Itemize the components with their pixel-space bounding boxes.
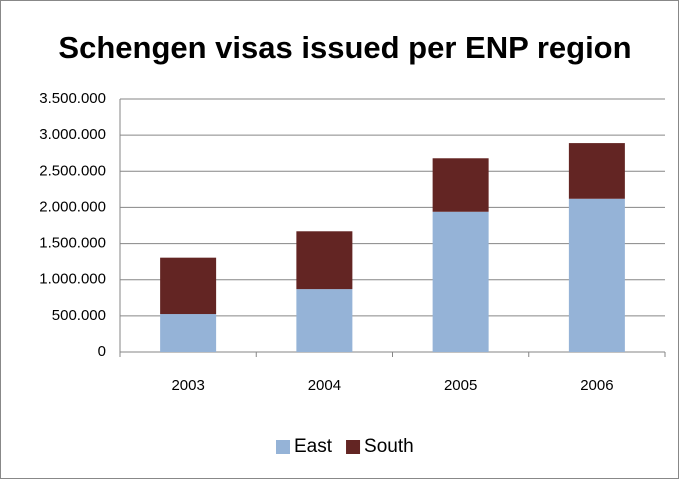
y-tick-label: 0	[98, 343, 106, 360]
legend-label: South	[364, 436, 414, 457]
bar-segment	[296, 289, 353, 352]
bar-segment	[296, 231, 353, 290]
x-tick-label: 2006	[580, 377, 613, 394]
legend-label: East	[294, 436, 333, 457]
y-tick-label: 2.500.000	[39, 162, 106, 179]
bar-segment	[432, 158, 489, 212]
chart-title: Schengen visas issued per ENP region	[58, 30, 631, 65]
bar-segment	[160, 257, 217, 315]
x-tick-label: 2003	[171, 377, 204, 394]
legend-swatch	[276, 440, 290, 454]
bar-segment	[568, 143, 625, 199]
y-tick-label: 1.500.000	[39, 235, 106, 252]
bar-segment	[160, 314, 217, 352]
bar-segment	[432, 211, 489, 352]
bar-segment	[568, 198, 625, 352]
y-tick-label: 2.000.000	[39, 198, 106, 215]
legend-swatch	[346, 440, 361, 454]
x-tick-label: 2005	[444, 377, 477, 394]
y-tick-label: 500.000	[52, 307, 106, 324]
y-tick-label: 3.000.000	[39, 126, 106, 143]
x-tick-label: 2004	[308, 377, 341, 394]
y-tick-label: 3.500.000	[39, 90, 106, 107]
y-tick-label: 1.000.000	[39, 271, 106, 288]
